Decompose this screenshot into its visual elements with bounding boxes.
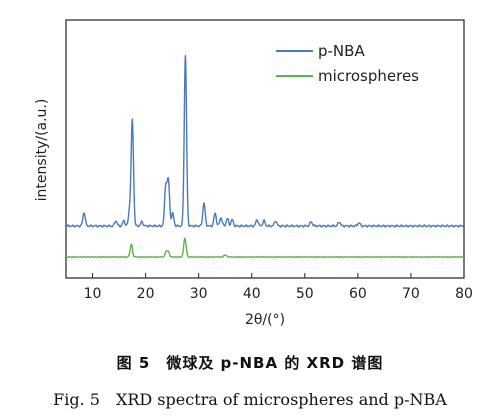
x-tick-label: 10 [84,286,102,302]
legend-label-p-nba: p-NBA [318,42,365,60]
x-tick-label: 80 [455,286,473,302]
x-axis-ticks: 10 20 30 40 50 60 70 80 [84,273,473,302]
x-tick-label: 20 [137,286,155,302]
series-line-microspheres [65,237,465,259]
series-line-p-nba [65,55,465,228]
x-tick-label: 50 [296,286,314,302]
legend: p-NBA microspheres [276,42,419,85]
x-tick-label: 30 [190,286,208,302]
x-tick-label: 60 [349,286,367,302]
plot-frame [65,19,465,279]
xrd-chart: 10 20 30 40 50 60 70 80 p-NBA microspheres 2θ/(… [34,19,473,328]
x-axis-title: 2θ/(°) [245,312,285,328]
figure-caption-english: Fig. 5 XRD spectra of microspheres and p… [53,390,447,409]
legend-label-microspheres: microspheres [318,67,419,85]
x-tick-label: 40 [243,286,261,302]
y-axis-title: intensity/(a.u.) [34,99,50,202]
figure-caption-chinese: 图 5 微球及 p-NBA 的 XRD 谱图 [116,354,384,372]
series-lines [65,55,465,259]
x-tick-label: 70 [402,286,420,302]
